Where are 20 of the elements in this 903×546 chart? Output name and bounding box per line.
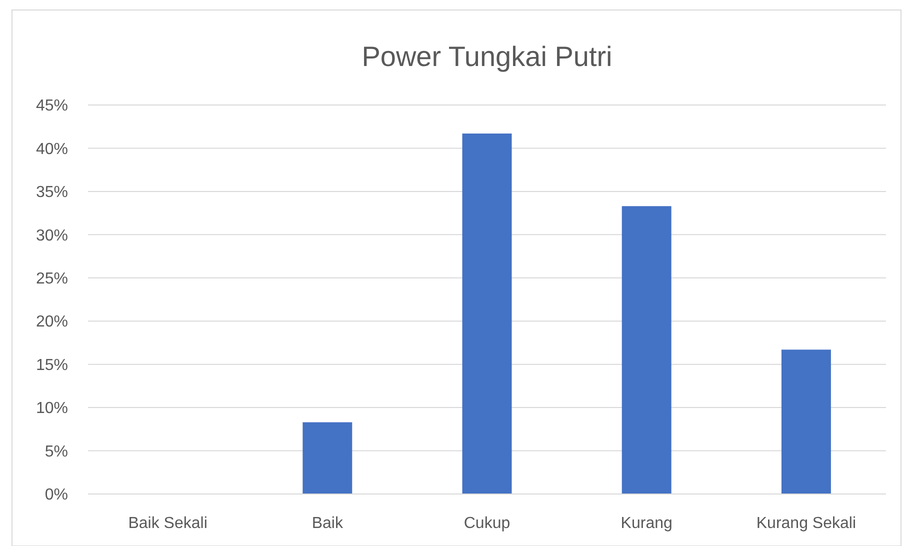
- chart-title: Power Tungkai Putri: [362, 41, 612, 72]
- x-tick-label: Kurang Sekali: [756, 515, 856, 532]
- y-tick-label: 40%: [36, 140, 68, 158]
- x-tick-label: Cukup: [464, 515, 510, 532]
- y-tick-label: 35%: [36, 184, 68, 202]
- y-tick-label: 5%: [44, 443, 68, 460]
- y-tick-label: 15%: [36, 356, 68, 374]
- y-tick-label: 45%: [36, 98, 68, 115]
- x-tick-label: Kurang: [620, 515, 672, 532]
- y-tick-label: 20%: [36, 314, 68, 331]
- y-tick-label: 0%: [44, 486, 68, 504]
- x-tick-label: Baik: [312, 515, 344, 532]
- x-tick-label: Baik Sekali: [128, 515, 208, 532]
- bar: [781, 350, 831, 494]
- bar: [622, 206, 672, 494]
- y-tick-label: 25%: [36, 270, 68, 288]
- y-tick-label: 10%: [36, 400, 68, 418]
- y-tick-label: 30%: [36, 227, 68, 244]
- bar: [302, 422, 352, 494]
- bar: [462, 134, 512, 494]
